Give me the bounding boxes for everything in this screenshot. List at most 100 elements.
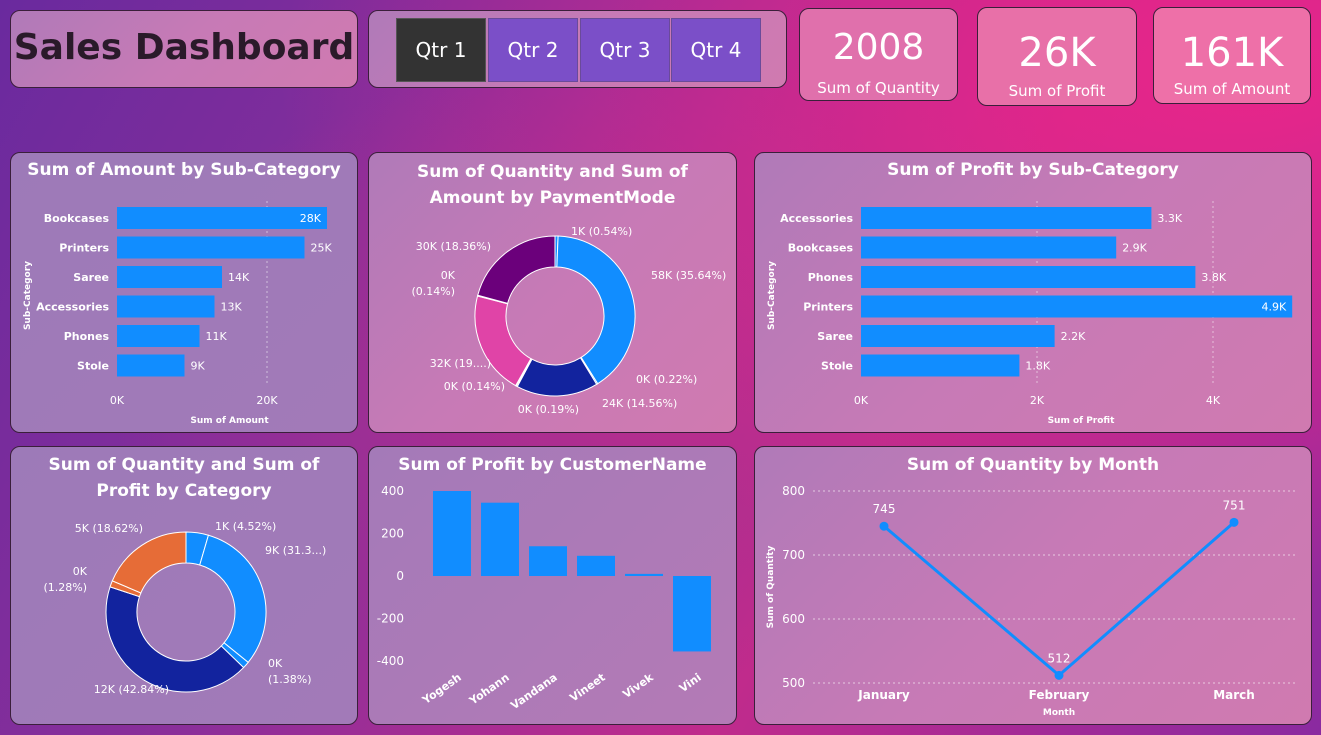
kpi-amount-card: 161K Sum of Amount — [1153, 7, 1311, 104]
bar — [117, 354, 185, 377]
payment-mode-title: Sum of Quantity and Sum of Amount by Pay… — [417, 162, 688, 208]
kpi-profit-label: Sum of Profit — [1008, 82, 1106, 100]
bar — [625, 573, 663, 576]
data-label: 745 — [873, 502, 896, 516]
data-label: 1.8K — [1025, 360, 1050, 373]
slicer-qtr-3[interactable]: Qtr 3 — [580, 18, 670, 82]
profit-by-customer-card: Sum of Profit by CustomerName 400 200 0 -20… — [368, 446, 737, 725]
data-label: 3.8K — [1201, 271, 1226, 284]
y-tick-label: 200 — [381, 527, 404, 541]
qty-by-month-title: Sum of Quantity by Month — [906, 455, 1160, 475]
y-tick-label: 400 — [381, 484, 404, 498]
category-card: Sum of Quantity and Sum of Profit by Cat… — [10, 446, 358, 725]
y-tick-label: 0 — [396, 569, 404, 583]
payment-mode-card: Sum of Quantity and Sum of Amount by Pay… — [368, 152, 737, 433]
x-tick-label: February — [1029, 688, 1090, 702]
data-label: 0K (0.14%) — [411, 269, 455, 298]
payment-mode-chart: 1K (0.54%) 58K (35.64%) 0K (0.22%) 24K (14.… — [411, 225, 726, 416]
category-label: Printers — [59, 242, 109, 255]
data-label: 3.3K — [1157, 212, 1182, 225]
bar — [117, 207, 327, 229]
donut-slice — [556, 235, 636, 385]
bar — [529, 546, 567, 576]
category-label: Yohann — [466, 671, 511, 708]
data-label: 1K (0.54%) — [571, 225, 632, 238]
page-title: Sales Dashboard — [13, 27, 355, 68]
data-label: 32K (19....) — [430, 357, 491, 370]
data-label: 2.2K — [1061, 330, 1086, 343]
y-tick-label: 700 — [782, 548, 805, 562]
donut-slice — [477, 235, 556, 304]
y-tick-label: -400 — [377, 654, 404, 668]
donut-slice — [199, 534, 267, 664]
bar — [117, 295, 215, 318]
data-label: 0K (0.19%) — [518, 403, 579, 416]
data-label: 58K (35.64%) — [651, 269, 726, 282]
data-label: 28K — [300, 212, 322, 225]
category-label: Accessories — [780, 212, 853, 225]
category-label: Accessories — [36, 301, 109, 314]
amount-by-subcategory-chart: 0K 20K Bookcases 28K Printers 25K Saree 14K Acce… — [23, 201, 333, 426]
category-label: Bookcases — [44, 212, 110, 225]
bar — [861, 325, 1055, 347]
bar — [117, 325, 200, 347]
bar — [861, 207, 1152, 229]
data-label: 9K (31.3...) — [265, 544, 326, 557]
data-label: 512 — [1048, 651, 1071, 665]
donut-slice — [105, 586, 245, 693]
donut-slice — [474, 295, 532, 387]
bar — [577, 555, 615, 576]
x-tick-label: 4K — [1206, 394, 1221, 407]
quarter-slicer: Qtr 1 Qtr 2 Qtr 3 Qtr 4 — [368, 10, 787, 88]
donut-slice — [111, 531, 187, 594]
bar — [861, 236, 1117, 259]
data-label: 0K (0.14%) — [444, 380, 505, 393]
bar — [861, 295, 1293, 318]
profit-by-customer-title: Sum of Profit by CustomerName — [398, 455, 707, 475]
category-label: Bookcases — [788, 242, 854, 255]
data-label: 1K (4.52%) — [215, 520, 276, 533]
slicer-qtr-4[interactable]: Qtr 4 — [671, 18, 761, 82]
y-axis-label: Sub-Category — [23, 261, 33, 330]
data-label: 30K (18.36%) — [416, 240, 491, 253]
qty-by-month-card: Sum of Quantity by Month 800 700 600 500 745… — [754, 446, 1312, 725]
y-tick-label: -200 — [377, 612, 404, 626]
bar — [433, 491, 471, 576]
profit-by-subcategory-card: Sum of Profit by Sub-Category 0K 2K 4K Acce… — [754, 152, 1312, 433]
title-card: Sales Dashboard — [10, 10, 358, 88]
category-chart: 1K (4.52%) 9K (31.3...) 0K (1.38%) 12K (42.8… — [43, 520, 326, 696]
x-axis-label: Sum of Amount — [190, 416, 269, 426]
bar — [117, 266, 222, 288]
profit-by-subcategory-chart: 0K 2K 4K Accessories 3.3K Bookcases 2.9K Phones… — [767, 201, 1293, 426]
bar — [861, 266, 1196, 288]
data-label: 5K (18.62%) — [75, 522, 143, 535]
x-tick-label: 0K — [110, 394, 125, 407]
kpi-profit-card: 26K Sum of Profit — [977, 7, 1137, 106]
y-tick-label: 800 — [782, 484, 805, 498]
slicer-qtr-1[interactable]: Qtr 1 — [396, 18, 486, 82]
category-label: Phones — [808, 271, 854, 284]
profit-by-subcategory-title: Sum of Profit by Sub-Category — [887, 160, 1179, 180]
data-label: 11K — [206, 330, 228, 343]
kpi-amount-label: Sum of Amount — [1173, 80, 1291, 98]
category-label: Stole — [77, 360, 109, 373]
data-point — [879, 521, 889, 531]
data-label: 2.9K — [1122, 242, 1147, 255]
data-label: 4.9K — [1261, 301, 1286, 314]
data-label: 751 — [1223, 498, 1246, 512]
amount-by-subcategory-card: Sum of Amount by Sub-Category 0K 20K Bookc… — [10, 152, 358, 433]
bar — [673, 576, 711, 652]
data-label: 14K — [228, 271, 250, 284]
data-label: 25K — [311, 242, 333, 255]
data-label: 12K (42.84%) — [94, 683, 169, 696]
amount-by-subcategory-title: Sum of Amount by Sub-Category — [27, 160, 341, 180]
slicer-qtr-2[interactable]: Qtr 2 — [488, 18, 578, 82]
x-axis-label: Sum of Profit — [1048, 416, 1116, 426]
kpi-quantity-label: Sum of Quantity — [817, 79, 940, 97]
category-label: Printers — [803, 301, 853, 314]
category-label: Saree — [817, 330, 853, 343]
x-tick-label: 0K — [854, 394, 869, 407]
category-label: Saree — [73, 271, 109, 284]
data-label: 9K — [191, 360, 206, 373]
